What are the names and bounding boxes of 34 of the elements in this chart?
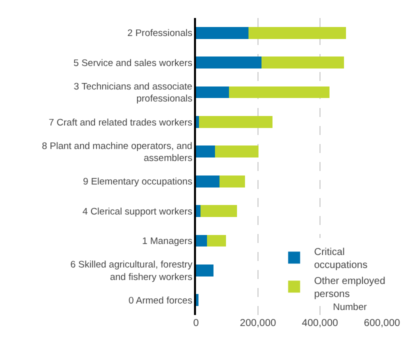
bar (196, 116, 199, 128)
legend-label: Critical occupations (314, 246, 368, 271)
bar (198, 116, 272, 128)
y-tick-label: 8 Plant and machine operators, and assemblers (42, 140, 193, 164)
bar (248, 26, 346, 39)
y-tick-label: 4 Clerical support workers (82, 206, 193, 218)
bar (196, 26, 249, 39)
y-tick-label: 5 Service and sales workers (74, 58, 193, 69)
y-tick-label: 7 Craft and related trades workers (48, 117, 193, 128)
y-tick-label: 2 Professionals (127, 28, 193, 40)
y-tick-label: 3 Technicians and associate professionals (74, 81, 193, 105)
bar (200, 205, 237, 217)
legend-label: Other employed persons (314, 276, 386, 300)
bar (229, 86, 330, 98)
bar (196, 205, 201, 217)
bar (196, 264, 214, 276)
y-tick-label: 0 Armed forces (128, 295, 193, 306)
bar (219, 175, 245, 188)
bar (261, 56, 344, 68)
bar (196, 234, 208, 247)
bar (196, 86, 230, 98)
bar (196, 56, 262, 68)
x-tick-label: 400,000 (302, 318, 339, 329)
bar (207, 234, 226, 247)
x-tick-label: 600,000 (364, 318, 401, 329)
bar (215, 146, 259, 158)
x-axis-title: Number (333, 302, 367, 313)
y-tick-label: 9 Elementary occupations (83, 176, 193, 188)
x-tick-label: 0 (193, 318, 200, 329)
x-tick-label: 200,000 (240, 318, 277, 329)
y-tick-label: 1 Managers (142, 236, 193, 248)
bar (196, 175, 220, 188)
bar (196, 146, 216, 158)
y-tick-label: 6 Skilled agricultural, forestry and fishery workers (70, 260, 193, 283)
